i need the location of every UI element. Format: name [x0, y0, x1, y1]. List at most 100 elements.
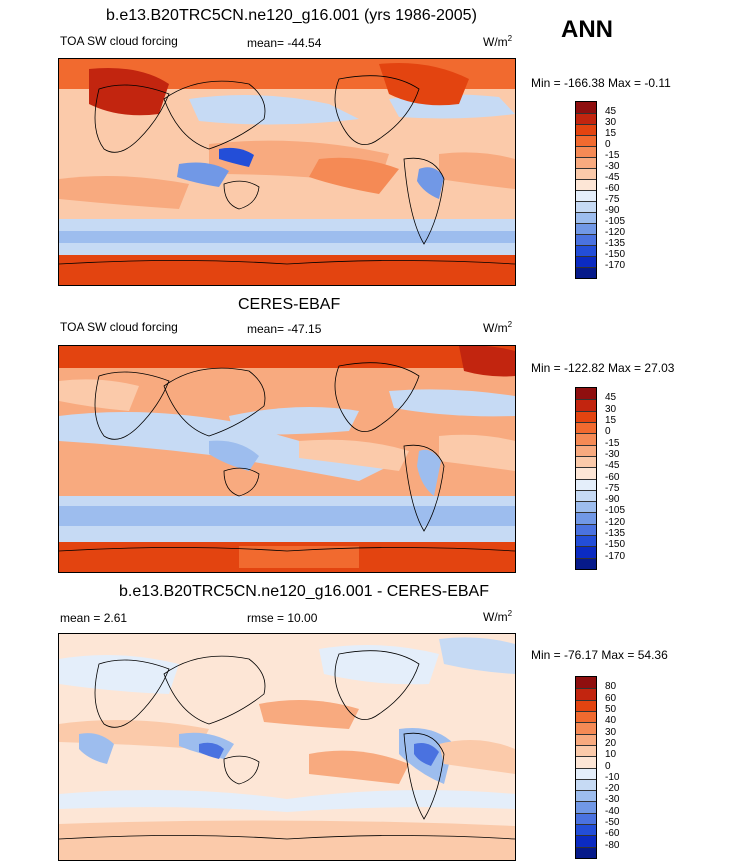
- colorbar-tick-label: 15: [605, 414, 617, 426]
- colorbar-tick-label: -40: [605, 805, 620, 817]
- colorbar-swatch: [576, 113, 596, 124]
- colorbar-tick-label: -30: [605, 794, 620, 806]
- panel-2-minmax: Min = -122.82 Max = 27.03: [531, 361, 675, 375]
- colorbar-swatch: [576, 124, 596, 135]
- colorbar-swatch: [576, 835, 596, 847]
- colorbar-swatch: [576, 801, 596, 813]
- panel-1-minmax: Min = -166.38 Max = -0.11: [531, 76, 671, 90]
- colorbar-tick-label: 45: [605, 392, 617, 404]
- colorbar-swatch: [576, 523, 596, 536]
- colorbar-tick-label: -120: [605, 227, 626, 238]
- colorbar-swatch: [576, 744, 596, 757]
- colorbar-swatch: [576, 135, 596, 146]
- colorbar-swatch: [576, 535, 596, 547]
- colorbar-swatch: [576, 256, 596, 267]
- colorbar-tick-label: 30: [605, 726, 617, 738]
- colorbar-swatch: [576, 699, 596, 711]
- colorbar-swatch: [576, 722, 596, 734]
- panel-1-units: W/m2: [483, 34, 513, 49]
- panel-3-colorbar: [575, 676, 597, 859]
- colorbar-swatch: [576, 212, 596, 223]
- panel-2-variable-label: TOA SW cloud forcing: [60, 320, 178, 334]
- colorbar-swatch: [576, 399, 596, 411]
- colorbar-tick-label: -90: [605, 205, 620, 216]
- colorbar-tick-label: 10: [605, 749, 617, 761]
- colorbar-swatch: [576, 846, 596, 858]
- colorbar-swatch: [576, 410, 596, 422]
- colorbar-tick-label: 0: [605, 426, 611, 438]
- colorbar-tick-label: -150: [605, 249, 626, 260]
- colorbar-swatch: [576, 157, 596, 168]
- colorbar-tick-label: -60: [605, 183, 620, 194]
- colorbar-swatch: [576, 790, 596, 802]
- colorbar-tick-label: -170: [605, 260, 626, 271]
- colorbar-swatch: [576, 201, 596, 212]
- colorbar-tick-label: -20: [605, 783, 620, 795]
- panel-3-rmse-label: rmse = 10.00: [247, 611, 318, 625]
- colorbar-tick-label: -135: [605, 238, 626, 249]
- colorbar-tick-label: -75: [605, 482, 620, 494]
- colorbar-swatch: [576, 267, 596, 278]
- colorbar-swatch: [576, 688, 596, 700]
- colorbar-swatch: [576, 467, 596, 479]
- colorbar-swatch: [576, 824, 596, 836]
- colorbar-swatch: [576, 710, 596, 723]
- colorbar-swatch: [576, 190, 596, 201]
- colorbar-tick-label: -120: [605, 516, 626, 528]
- colorbar-swatch: [576, 168, 596, 179]
- colorbar-swatch: [576, 512, 596, 524]
- colorbar-swatch: [576, 455, 596, 468]
- colorbar-swatch: [576, 778, 596, 791]
- colorbar-tick-label: -105: [605, 216, 626, 227]
- panel-1-variable-label: TOA SW cloud forcing: [60, 34, 178, 48]
- colorbar-tick-label: 50: [605, 703, 617, 715]
- colorbar-tick-label: -30: [605, 161, 620, 172]
- panel-3-mean-label: mean = 2.61: [60, 611, 128, 625]
- colorbar-tick-label: 0: [605, 139, 611, 150]
- colorbar-tick-label: -15: [605, 150, 620, 161]
- colorbar-swatch: [576, 756, 596, 768]
- colorbar-tick-label: -75: [605, 194, 620, 205]
- colorbar-tick-label: -45: [605, 172, 620, 183]
- colorbar-swatch: [576, 677, 596, 689]
- colorbar-swatch: [576, 478, 596, 490]
- colorbar-swatch: [576, 433, 596, 445]
- colorbar-tick-label: 15: [605, 128, 617, 139]
- colorbar-tick-label: -80: [605, 839, 620, 851]
- colorbar-tick-label: 45: [605, 106, 617, 117]
- colorbar-swatch: [576, 767, 596, 779]
- colorbar-tick-label: 20: [605, 737, 617, 749]
- colorbar-tick-label: 30: [605, 403, 617, 415]
- colorbar-swatch: [576, 733, 596, 745]
- panel-2-title: CERES-EBAF: [238, 296, 341, 313]
- colorbar-swatch: [576, 245, 596, 256]
- colorbar-tick-label: 0: [605, 760, 611, 772]
- colorbar-swatch: [576, 489, 596, 502]
- colorbar-tick-label: -10: [605, 771, 620, 783]
- colorbar-swatch: [576, 102, 596, 113]
- panel-1-mean-label: mean= -44.54: [247, 36, 322, 50]
- colorbar-tick-label: -90: [605, 494, 620, 506]
- colorbar-swatch: [576, 546, 596, 558]
- colorbar-tick-label: -15: [605, 437, 620, 449]
- panel-2-colorbar: [575, 387, 597, 570]
- colorbar-swatch: [576, 388, 596, 400]
- colorbar-tick-label: -30: [605, 448, 620, 460]
- colorbar-swatch: [576, 179, 596, 190]
- colorbar-tick-label: -45: [605, 460, 620, 472]
- season-label: ANN: [561, 16, 613, 43]
- colorbar-tick-label: -135: [605, 528, 626, 540]
- colorbar-swatch: [576, 812, 596, 825]
- panel-3-minmax: Min = -76.17 Max = 54.36: [531, 648, 668, 662]
- colorbar-tick-label: -170: [605, 550, 626, 562]
- colorbar-swatch: [576, 444, 596, 456]
- panel-2-mean-label: mean= -47.15: [247, 322, 322, 336]
- colorbar-tick-label: 40: [605, 715, 617, 727]
- colorbar-tick-label: -60: [605, 828, 620, 840]
- panel-1-colorbar: [575, 101, 597, 279]
- panel-1-map: [58, 58, 516, 286]
- panel-1-title: b.e13.B20TRC5CN.ne120_g16.001 (yrs 1986-…: [106, 7, 477, 24]
- colorbar-tick-label: -105: [605, 505, 626, 517]
- panel-2-map: [58, 345, 516, 573]
- colorbar-tick-label: -50: [605, 817, 620, 829]
